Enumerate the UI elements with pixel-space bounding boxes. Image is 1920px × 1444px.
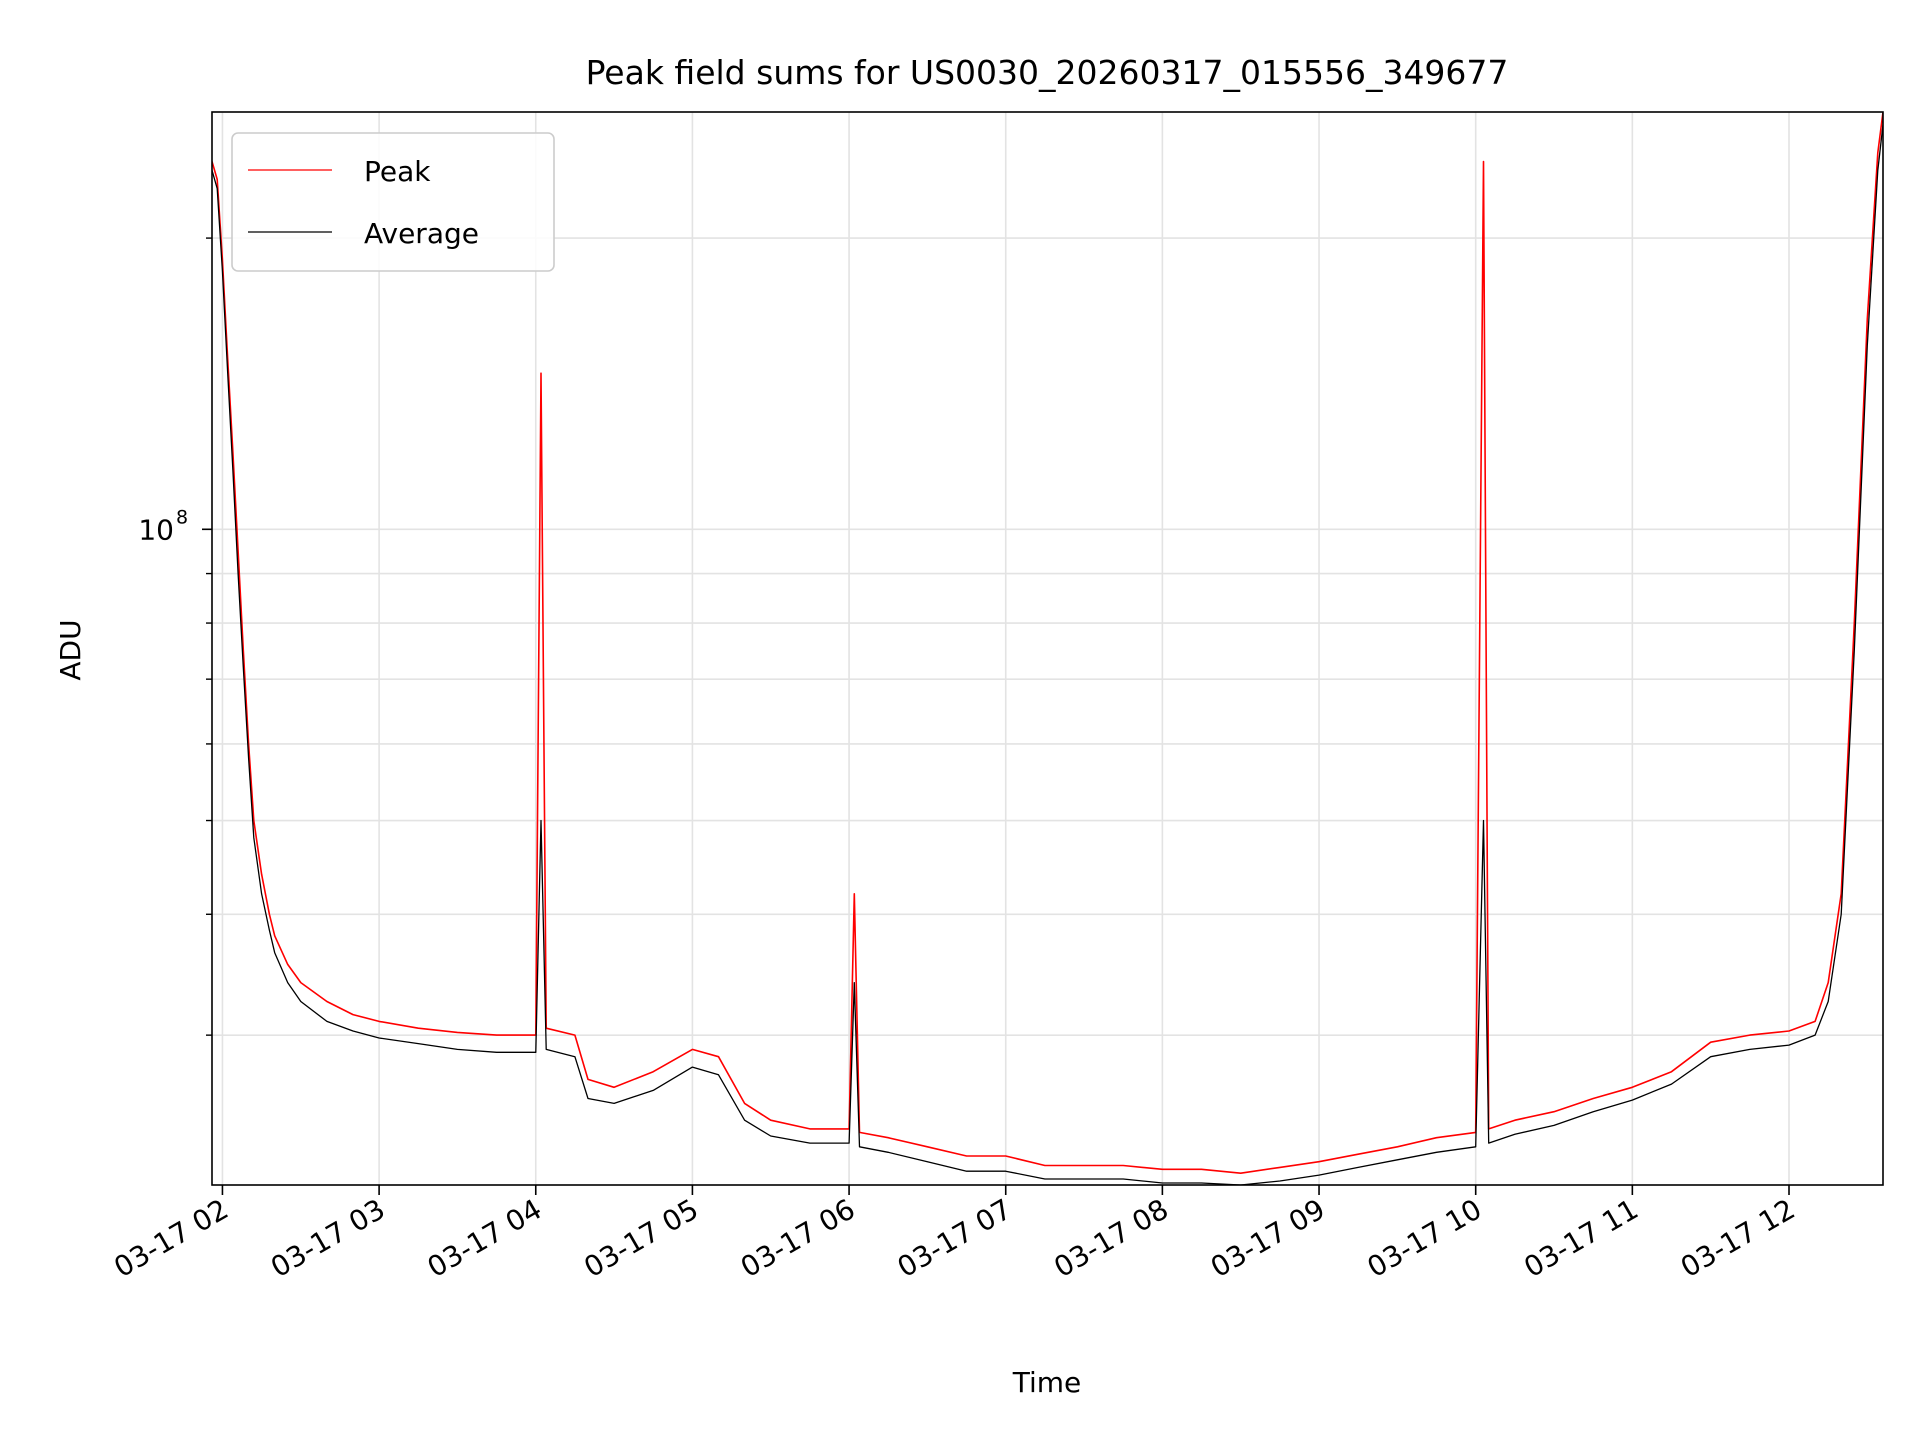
x-axis-label: Time	[1012, 1366, 1082, 1399]
series-line-average	[212, 124, 1883, 1185]
y-tick-label-base: 10	[138, 513, 174, 546]
series-line-peak	[212, 112, 1883, 1174]
y-axis-label: ADU	[54, 619, 87, 680]
series-lines	[212, 112, 1883, 1185]
chart-title: Peak field sums for US0030_20260317_0155…	[586, 53, 1509, 92]
legend-label-average: Average	[364, 217, 479, 250]
plot-frame	[211, 111, 1884, 1186]
y-axis-ticks: 10 8	[138, 237, 212, 1036]
legend-box	[231, 132, 555, 272]
plot-area	[212, 112, 1883, 1185]
legend-label-peak: Peak	[364, 155, 431, 188]
legend: Peak Average	[231, 132, 555, 272]
grid-lines	[212, 112, 1883, 1185]
y-tick-label-exponent: 8	[176, 506, 188, 528]
